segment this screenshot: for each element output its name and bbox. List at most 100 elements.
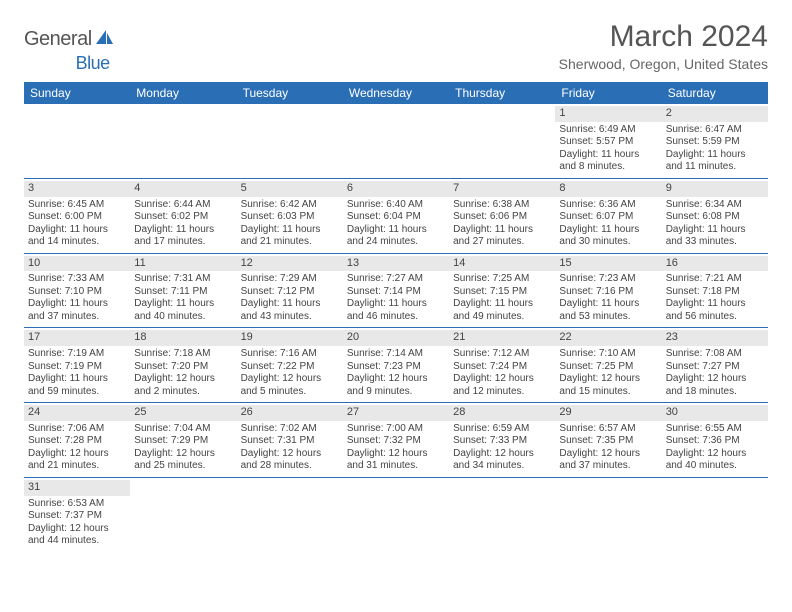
daylight-line2: and 27 minutes. (453, 236, 551, 249)
sunrise-text: Sunrise: 6:34 AM (666, 199, 764, 212)
day-details: Sunrise: 7:23 AMSunset: 7:16 PMDaylight:… (559, 273, 657, 323)
day-details: Sunrise: 7:27 AMSunset: 7:14 PMDaylight:… (347, 273, 445, 323)
day-cell-empty (130, 104, 236, 178)
day-number: 19 (237, 330, 343, 346)
day-number: 21 (449, 330, 555, 346)
day-cell-15: 15Sunrise: 7:23 AMSunset: 7:16 PMDayligh… (555, 254, 661, 328)
daylight-line2: and 46 minutes. (347, 311, 445, 324)
sunset-text: Sunset: 7:37 PM (28, 510, 126, 523)
day-cell-7: 7Sunrise: 6:38 AMSunset: 6:06 PMDaylight… (449, 179, 555, 253)
daylight-line2: and 14 minutes. (28, 236, 126, 249)
daylight-line1: Daylight: 11 hours (666, 224, 764, 237)
day-cell-31: 31Sunrise: 6:53 AMSunset: 7:37 PMDayligh… (24, 478, 130, 552)
sunset-text: Sunset: 7:33 PM (453, 435, 551, 448)
day-details: Sunrise: 7:16 AMSunset: 7:22 PMDaylight:… (241, 348, 339, 398)
daylight-line1: Daylight: 11 hours (134, 224, 232, 237)
day-cell-22: 22Sunrise: 7:10 AMSunset: 7:25 PMDayligh… (555, 328, 661, 402)
daylight-line1: Daylight: 11 hours (134, 298, 232, 311)
day-details: Sunrise: 7:12 AMSunset: 7:24 PMDaylight:… (453, 348, 551, 398)
day-cell-14: 14Sunrise: 7:25 AMSunset: 7:15 PMDayligh… (449, 254, 555, 328)
daylight-line1: Daylight: 12 hours (559, 448, 657, 461)
logo-sail-icon (94, 28, 114, 51)
day-number: 11 (130, 256, 236, 272)
day-cell-24: 24Sunrise: 7:06 AMSunset: 7:28 PMDayligh… (24, 403, 130, 477)
sunrise-text: Sunrise: 7:31 AM (134, 273, 232, 286)
day-details: Sunrise: 6:49 AMSunset: 5:57 PMDaylight:… (559, 124, 657, 174)
day-details: Sunrise: 7:06 AMSunset: 7:28 PMDaylight:… (28, 423, 126, 473)
day-cell-27: 27Sunrise: 7:00 AMSunset: 7:32 PMDayligh… (343, 403, 449, 477)
day-number: 29 (555, 405, 661, 421)
daylight-line2: and 56 minutes. (666, 311, 764, 324)
day-cell-8: 8Sunrise: 6:36 AMSunset: 6:07 PMDaylight… (555, 179, 661, 253)
day-details: Sunrise: 6:45 AMSunset: 6:00 PMDaylight:… (28, 199, 126, 249)
daylight-line2: and 43 minutes. (241, 311, 339, 324)
daylight-line2: and 2 minutes. (134, 386, 232, 399)
day-cell-30: 30Sunrise: 6:55 AMSunset: 7:36 PMDayligh… (662, 403, 768, 477)
day-number: 17 (24, 330, 130, 346)
day-cell-28: 28Sunrise: 6:59 AMSunset: 7:33 PMDayligh… (449, 403, 555, 477)
day-number: 4 (130, 181, 236, 197)
sunset-text: Sunset: 7:36 PM (666, 435, 764, 448)
day-number (343, 480, 449, 496)
sunset-text: Sunset: 7:20 PM (134, 361, 232, 374)
day-cell-5: 5Sunrise: 6:42 AMSunset: 6:03 PMDaylight… (237, 179, 343, 253)
day-number: 12 (237, 256, 343, 272)
daylight-line1: Daylight: 12 hours (666, 373, 764, 386)
day-number: 10 (24, 256, 130, 272)
daylight-line1: Daylight: 11 hours (453, 224, 551, 237)
day-cell-23: 23Sunrise: 7:08 AMSunset: 7:27 PMDayligh… (662, 328, 768, 402)
day-cell-empty (237, 104, 343, 178)
daylight-line2: and 21 minutes. (241, 236, 339, 249)
day-number: 16 (662, 256, 768, 272)
sunrise-text: Sunrise: 7:14 AM (347, 348, 445, 361)
day-number: 23 (662, 330, 768, 346)
day-cell-empty (343, 478, 449, 552)
sunrise-text: Sunrise: 7:04 AM (134, 423, 232, 436)
daylight-line2: and 24 minutes. (347, 236, 445, 249)
day-number: 28 (449, 405, 555, 421)
daylight-line1: Daylight: 11 hours (559, 149, 657, 162)
day-cell-2: 2Sunrise: 6:47 AMSunset: 5:59 PMDaylight… (662, 104, 768, 178)
daylight-line2: and 11 minutes. (666, 161, 764, 174)
daylight-line2: and 30 minutes. (559, 236, 657, 249)
sunset-text: Sunset: 6:02 PM (134, 211, 232, 224)
day-details: Sunrise: 7:14 AMSunset: 7:23 PMDaylight:… (347, 348, 445, 398)
sunset-text: Sunset: 5:59 PM (666, 136, 764, 149)
day-number: 2 (662, 106, 768, 122)
day-cell-9: 9Sunrise: 6:34 AMSunset: 6:08 PMDaylight… (662, 179, 768, 253)
location-text: Sherwood, Oregon, United States (559, 56, 768, 72)
sunset-text: Sunset: 7:29 PM (134, 435, 232, 448)
sunset-text: Sunset: 7:35 PM (559, 435, 657, 448)
day-cell-4: 4Sunrise: 6:44 AMSunset: 6:02 PMDaylight… (130, 179, 236, 253)
sunrise-text: Sunrise: 6:40 AM (347, 199, 445, 212)
day-details: Sunrise: 6:40 AMSunset: 6:04 PMDaylight:… (347, 199, 445, 249)
week-row: 3Sunrise: 6:45 AMSunset: 6:00 PMDaylight… (24, 179, 768, 254)
day-cell-26: 26Sunrise: 7:02 AMSunset: 7:31 PMDayligh… (237, 403, 343, 477)
daylight-line1: Daylight: 11 hours (347, 224, 445, 237)
day-number (449, 480, 555, 496)
day-details: Sunrise: 7:02 AMSunset: 7:31 PMDaylight:… (241, 423, 339, 473)
day-header-sunday: Sunday (24, 82, 130, 104)
daylight-line1: Daylight: 12 hours (28, 523, 126, 536)
sunrise-text: Sunrise: 6:55 AM (666, 423, 764, 436)
daylight-line2: and 59 minutes. (28, 386, 126, 399)
day-cell-empty (237, 478, 343, 552)
daylight-line2: and 40 minutes. (134, 311, 232, 324)
sunset-text: Sunset: 7:24 PM (453, 361, 551, 374)
day-cell-empty (130, 478, 236, 552)
daylight-line2: and 31 minutes. (347, 460, 445, 473)
sunset-text: Sunset: 7:11 PM (134, 286, 232, 299)
daylight-line1: Daylight: 12 hours (28, 448, 126, 461)
day-header-tuesday: Tuesday (237, 82, 343, 104)
sunset-text: Sunset: 7:28 PM (28, 435, 126, 448)
sunrise-text: Sunrise: 7:02 AM (241, 423, 339, 436)
sunset-text: Sunset: 6:06 PM (453, 211, 551, 224)
sunset-text: Sunset: 7:15 PM (453, 286, 551, 299)
daylight-line1: Daylight: 12 hours (134, 448, 232, 461)
daylight-line2: and 37 minutes. (28, 311, 126, 324)
sunrise-text: Sunrise: 7:23 AM (559, 273, 657, 286)
sunset-text: Sunset: 7:27 PM (666, 361, 764, 374)
day-number: 1 (555, 106, 661, 122)
daylight-line2: and 44 minutes. (28, 535, 126, 548)
title-area: March 2024 Sherwood, Oregon, United Stat… (559, 20, 768, 72)
